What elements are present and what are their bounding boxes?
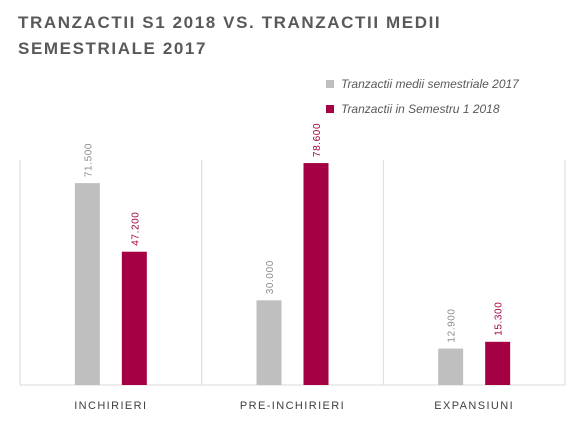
chart-title: TRANZACTII S1 2018 VS. TRANZACTII MEDII … <box>18 13 442 58</box>
bar-2018 <box>121 251 147 385</box>
bar-2017 <box>74 183 100 385</box>
data-label: 47.200 <box>130 212 141 246</box>
data-label: 15.300 <box>494 302 505 336</box>
legend-item-2018: Tranzactii in Semestru 1 2018 <box>326 97 519 121</box>
legend-swatch-2017 <box>326 80 334 88</box>
bar-2018 <box>303 163 329 385</box>
x-tick-label: PRE-INCHIRIERI <box>240 400 345 412</box>
data-label: 30.000 <box>265 260 276 294</box>
bar-2017 <box>438 348 464 385</box>
bar-2017 <box>256 300 282 385</box>
legend-swatch-2018 <box>326 105 334 113</box>
x-tick-label: INCHIRIERI <box>74 400 147 412</box>
legend-label-2017: Tranzactii medii semestriale 2017 <box>341 77 519 91</box>
data-label: 12.900 <box>447 308 458 342</box>
data-label: 71.500 <box>83 143 94 177</box>
data-label: 78.600 <box>312 123 323 157</box>
bar-2018 <box>485 341 511 385</box>
legend-item-2017: Tranzactii medii semestriale 2017 <box>326 72 519 96</box>
x-tick-label: EXPANSIUNI <box>434 400 514 412</box>
legend-label-2018: Tranzactii in Semestru 1 2018 <box>341 102 500 116</box>
chart-legend: Tranzactii medii semestriale 2017 Tranza… <box>326 72 519 122</box>
